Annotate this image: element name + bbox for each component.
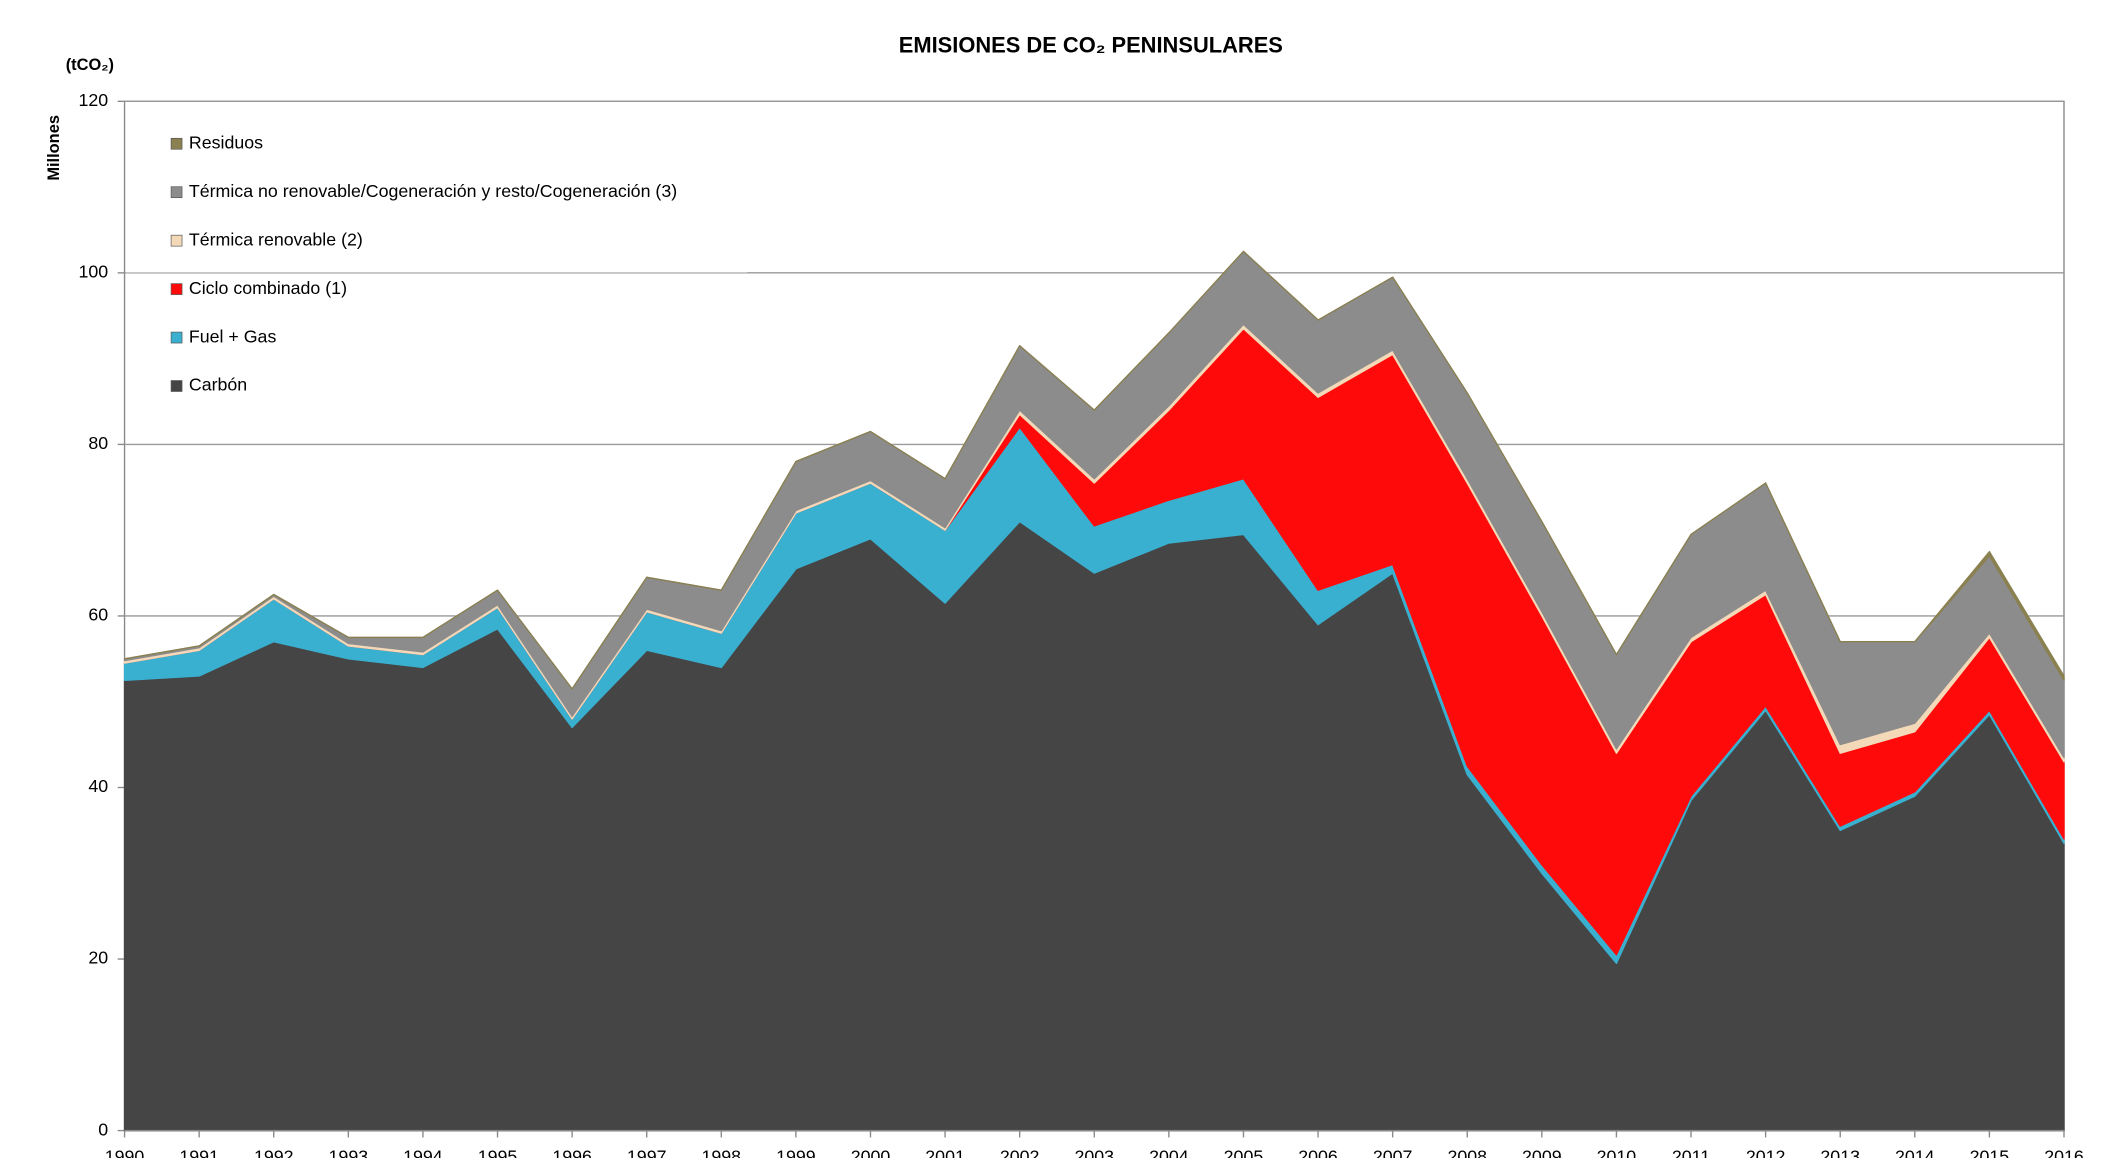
legend-label: Fuel + Gas — [189, 326, 277, 346]
y-tick-label: 40 — [88, 776, 108, 796]
y-tick-label: 80 — [88, 433, 108, 453]
x-tick-label: 2000 — [851, 1147, 891, 1158]
y-unit-label: (tCO₂) — [66, 56, 114, 74]
y-tick-label: 0 — [98, 1119, 108, 1139]
x-tick-label: 1994 — [403, 1147, 443, 1158]
legend-swatch — [170, 234, 183, 247]
x-tick-label: 2007 — [1373, 1147, 1413, 1158]
y-axis-label: Millones — [45, 115, 63, 181]
y-tick-label: 100 — [78, 262, 108, 282]
x-tick-label: 2006 — [1298, 1147, 1338, 1158]
legend-swatch — [170, 137, 183, 150]
x-tick-label: 2015 — [1970, 1147, 2010, 1158]
x-tick-label: 1997 — [627, 1147, 667, 1158]
x-tick-label: 1992 — [254, 1147, 294, 1158]
x-tick-label: 2008 — [1447, 1147, 1487, 1158]
legend-label: Térmica renovable (2) — [189, 229, 363, 249]
legend-label: Residuos — [189, 132, 263, 152]
legend-box — [125, 102, 748, 273]
x-tick-label: 1990 — [105, 1147, 145, 1158]
x-tick-label: 2003 — [1074, 1147, 1114, 1158]
y-tick-label: 20 — [88, 948, 108, 968]
x-tick-label: 1993 — [329, 1147, 369, 1158]
x-tick-label: 2001 — [925, 1147, 965, 1158]
x-tick-label: 2011 — [1672, 1147, 1710, 1158]
area — [123, 250, 2065, 690]
x-tick-label: 2014 — [1895, 1147, 1935, 1158]
x-tick-label: 1991 — [179, 1147, 219, 1158]
chart-title: EMISIONES DE CO₂ PENINSULARES — [899, 32, 1283, 57]
legend-swatch — [170, 283, 183, 295]
x-tick-label: 1998 — [702, 1147, 742, 1158]
x-tick-label: 2004 — [1149, 1147, 1189, 1158]
legend-label: Ciclo combinado (1) — [189, 278, 347, 298]
x-tick-label: 2005 — [1224, 1147, 1264, 1158]
y-tick-label: 120 — [78, 90, 108, 110]
x-tick-label: 1995 — [478, 1147, 518, 1158]
legend-swatch — [170, 331, 183, 344]
x-tick-label: 2002 — [1000, 1147, 1040, 1158]
legend-swatch — [170, 380, 183, 392]
x-tick-label: 2010 — [1597, 1147, 1637, 1158]
legend-label: Térmica no renovable/Cogeneración y rest… — [189, 181, 677, 201]
x-tick-label: 1996 — [552, 1147, 592, 1158]
x-tick-label: 2016 — [2044, 1147, 2084, 1158]
y-tick-label: 60 — [88, 605, 108, 625]
x-tick-label: 2013 — [1820, 1147, 1860, 1158]
x-tick-label: 2012 — [1746, 1147, 1786, 1158]
x-tick-label: 1999 — [776, 1147, 816, 1158]
x-tick-label: 2009 — [1522, 1147, 1562, 1158]
legend-swatch — [170, 186, 183, 199]
legend-label: Carbón — [189, 375, 247, 395]
